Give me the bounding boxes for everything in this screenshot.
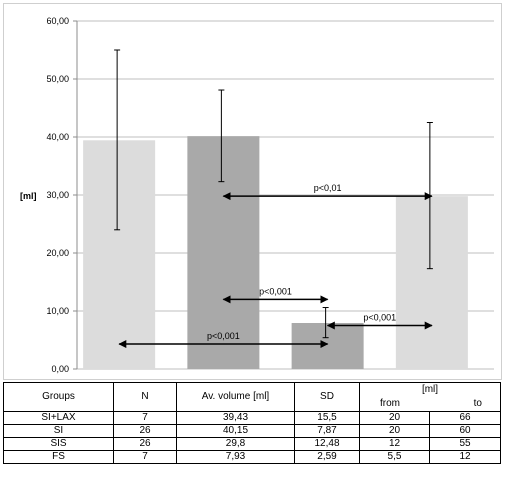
cell-avg: 29,8 [176,436,295,451]
table-header-row: Groups N Av. volume [ml] SD [ml] from to [3,382,501,412]
cell-from: 20 [359,423,430,438]
header-sd: SD [294,382,360,412]
chart-frame [3,3,502,380]
significance-label: p<0,001 [363,313,396,323]
significance-label: p<0,01 [314,183,342,193]
bar-si [187,136,260,369]
data-table: Groups N Av. volume [ml] SD [ml] from to… [3,382,501,464]
cell-n: 7 [113,449,177,464]
cell-sd: 7,87 [294,423,360,438]
cell-group: SI+LAX [3,410,114,425]
header-avg-volume: Av. volume [ml] [176,382,295,412]
cell-n: 26 [113,436,177,451]
cell-n: 7 [113,410,177,425]
y-tick-label: 0,00 [51,364,69,374]
cell-to: 12 [429,449,501,464]
y-axis-label: [ml] [20,191,37,201]
cell-to: 55 [429,436,501,451]
bar-sis [291,323,364,369]
y-tick-label: 40,00 [46,132,69,142]
cell-avg: 7,93 [176,449,295,464]
table-row: FS 7 7,93 2,59 5,5 12 [3,449,501,464]
cell-group: SI [3,423,114,438]
header-from: from [380,398,400,409]
cell-avg: 40,15 [176,423,295,438]
cell-from: 20 [359,410,430,425]
y-tick-label: 60,00 [46,16,69,26]
cell-to: 60 [429,423,501,438]
table-row: SI 26 40,15 7,87 20 60 [3,423,501,438]
header-to: to [473,398,482,409]
bar-fs [395,196,468,369]
cell-group: SIS [3,436,114,451]
header-ml: [ml] [421,384,439,395]
y-tick-label: 10,00 [46,306,69,316]
table-row: SI+LAX 7 39,43 15,5 20 66 [3,410,501,425]
significance-label: p<0,001 [207,331,240,341]
cell-n: 26 [113,423,177,438]
bar-si-lax [83,140,156,369]
significance-label: p<0,001 [259,286,292,296]
cell-sd: 2,59 [294,449,360,464]
cell-avg: 39,43 [176,410,295,425]
cell-sd: 15,5 [294,410,360,425]
header-groups: Groups [3,382,114,412]
bar-chart: p<0,01 p<0,001 p<0,001 p<0,001 0,00 10,00 20,… [20,16,494,374]
cell-sd: 12,48 [294,436,360,451]
header-n: N [113,382,177,412]
cell-from: 5,5 [359,449,430,464]
header-ml-range: [ml] from to [359,382,501,411]
y-tick-label: 30,00 [46,190,69,200]
cell-to: 66 [429,410,501,425]
y-tick-label: 20,00 [46,248,69,258]
y-tick-label: 50,00 [46,74,69,84]
cell-from: 12 [359,436,430,451]
table-row: SIS 26 29,8 12,48 12 55 [3,436,501,451]
cell-group: FS [3,449,114,464]
